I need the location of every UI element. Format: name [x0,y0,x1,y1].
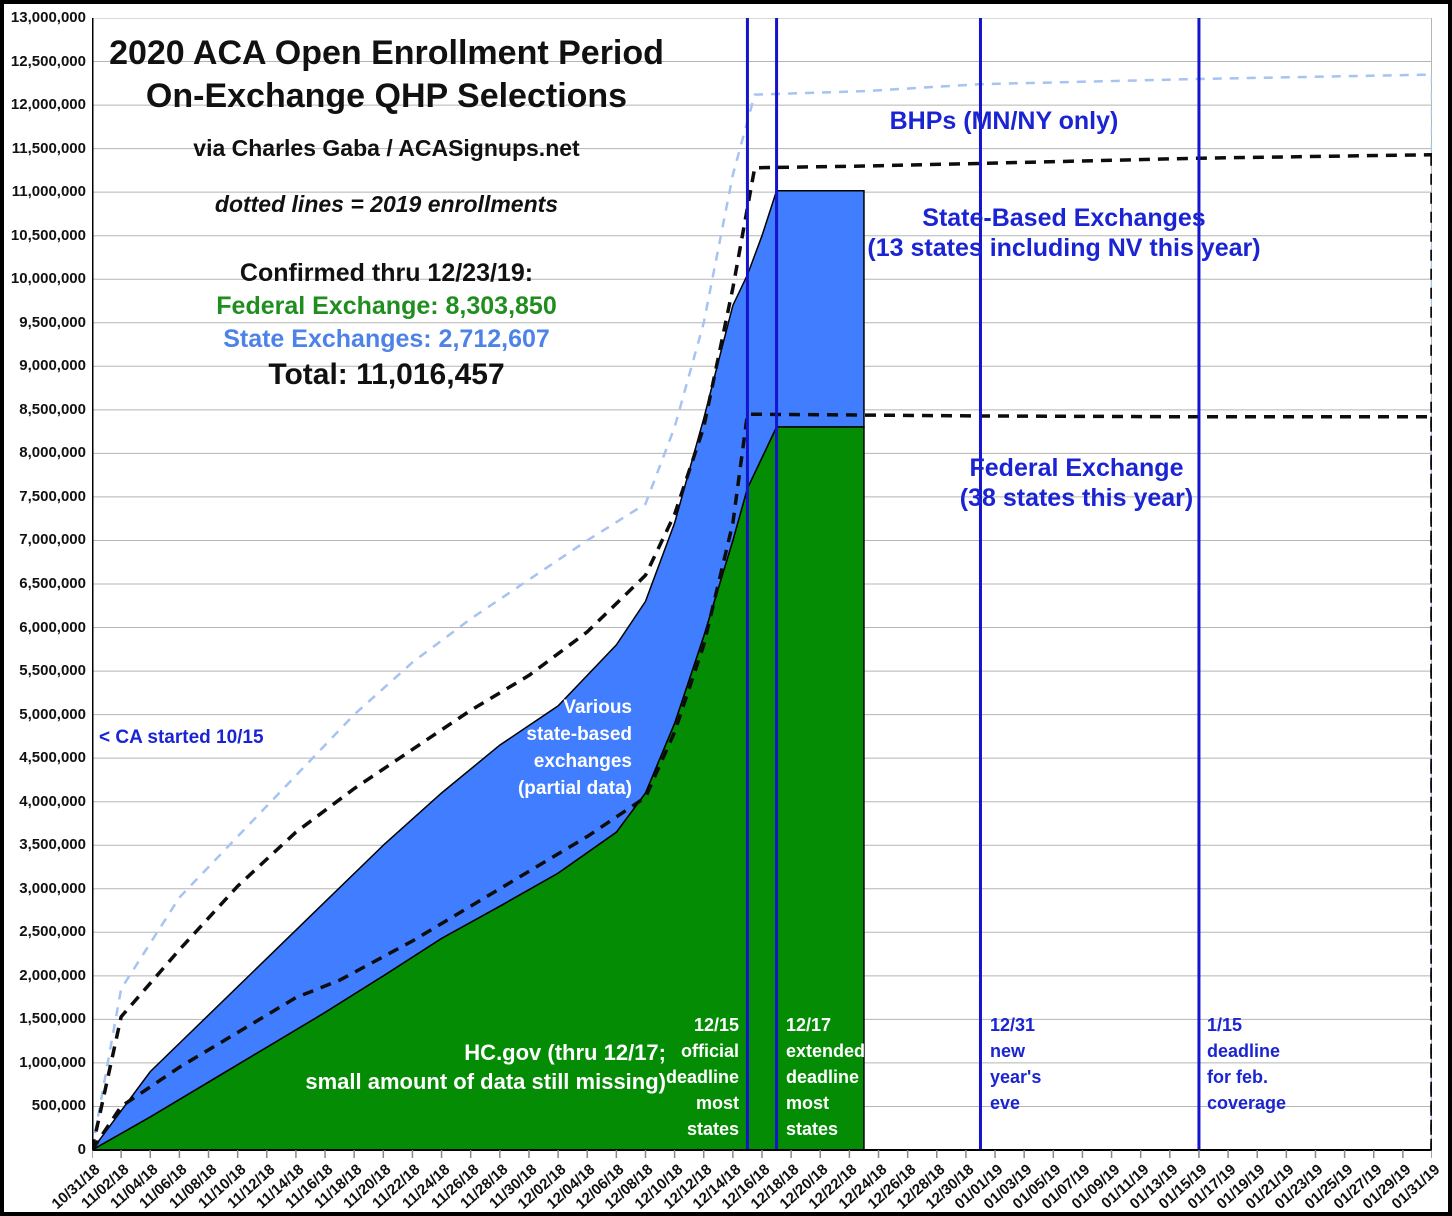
chart-byline: via Charles Gaba / ACASignups.net [193,135,580,161]
bhp_2019-dotted-line [92,73,1432,1151]
y-axis-label: 7,000,000 [19,531,86,549]
y-axis-label: 0 [77,1141,86,1158]
deadline-1-15-date: 1/15 [1207,1015,1243,1035]
sbe-area-note: Various state-based exchanges (partial d… [518,694,632,802]
y-axis-label: 8,000,000 [19,444,86,462]
state-exchange-area-2020 [92,189,865,1151]
deadline-12-15-label: 12/15 official deadline most states [666,1012,739,1142]
y-axis-label: 12,500,000 [10,52,86,70]
ca-start-note: < CA started 10/15 [99,727,264,748]
total_2019-dotted-line [92,152,1432,1151]
bhp-label: BHPs (MN/NY only) [889,107,1119,135]
y-axis-label: 5,000,000 [19,705,86,723]
hcgov-area-note: HC.gov (thru 12/17; small amount of data… [305,1038,666,1096]
y-axis-label: 8,500,000 [19,400,86,418]
y-axis-label: 11,500,000 [11,139,86,157]
state-total-text: State Exchanges: 2,712,607 [223,325,550,353]
y-axis-label: 6,500,000 [19,575,86,592]
deadline-12-31-label: 12/31 new year's eve [990,1012,1041,1116]
dotted-lines-note: dotted lines = 2019 enrollments [214,191,559,217]
hcgov-note-line1: HC.gov (thru 12/17; [464,1040,666,1065]
y-axis-label: 7,500,000 [19,487,86,505]
deadline-1-15-label: 1/15 deadline for feb. coverage [1207,1012,1286,1116]
deadline-12-17-label: 12/17 extended deadline most states [786,1012,865,1142]
chart-title-line2: On-Exchange QHP Selections [145,77,628,115]
y-axis-label: 2,000,000 [19,966,86,984]
y-axis-label: 5,500,000 [19,662,86,680]
sbe-area-note-line2: state-based [526,724,632,745]
y-axis-label: 1,500,000 [19,1010,86,1028]
sbe-label-line1: State-Based Exchanges [922,204,1206,232]
y-axis-label: 6,000,000 [19,618,86,636]
federal_2019-dotted-line [92,412,1432,1151]
y-axis-label: 3,000,000 [19,879,86,897]
grand-total-text: Total: 11,016,457 [268,358,505,391]
y-axis-label: 9,000,000 [19,357,86,375]
deadline-12-15-date: 12/15 [693,1015,739,1035]
deadline-12-31-date: 12/31 [990,1015,1036,1035]
y-axis-label: 12,000,000 [10,96,86,114]
y-axis-label: 4,000,000 [19,792,86,810]
y-axis-label: 1,000,000 [19,1053,86,1071]
federal-exchange-label: Federal Exchange (38 states this year) [884,453,1269,513]
sbe-area-note-line4: (partial data) [517,778,632,799]
deadline-12-17-date: 12/17 [786,1015,832,1035]
federal-label-line2: (38 states this year) [959,484,1194,512]
y-axis-label: 9,500,000 [19,313,86,331]
confirmed-heading: Confirmed thru 12/23/19: [239,259,534,287]
y-axis-label: 13,000,000 [10,9,86,26]
state-based-exchanges-label: State-Based Exchanges (13 states includi… [864,203,1264,263]
federal-label-line1: Federal Exchange [969,454,1184,482]
sbe-area-note-line3: exchanges [533,751,632,772]
y-axis-label: 3,500,000 [19,836,86,854]
sbe-label-line2: (13 states including NV this year) [867,234,1261,262]
federal-total-text: Federal Exchange: 8,303,850 [216,292,557,320]
title-block: 2020 ACA Open Enrollment Period On-Excha… [104,32,669,392]
sbe-area-note-line1: Various [563,697,632,718]
y-axis-label: 2,500,000 [19,923,86,941]
y-axis-label: 4,500,000 [19,749,86,767]
chart-plot-area [92,18,1432,1158]
y-axis-label: 10,500,000 [10,226,86,244]
y-axis-label: 10,000,000 [10,270,86,288]
y-axis-label: 500,000 [31,1097,86,1115]
hcgov-note-line2: small amount of data still missing) [305,1069,666,1094]
chart-title-line1: 2020 ACA Open Enrollment Period [109,34,664,72]
y-axis-label: 11,000,000 [11,183,86,201]
